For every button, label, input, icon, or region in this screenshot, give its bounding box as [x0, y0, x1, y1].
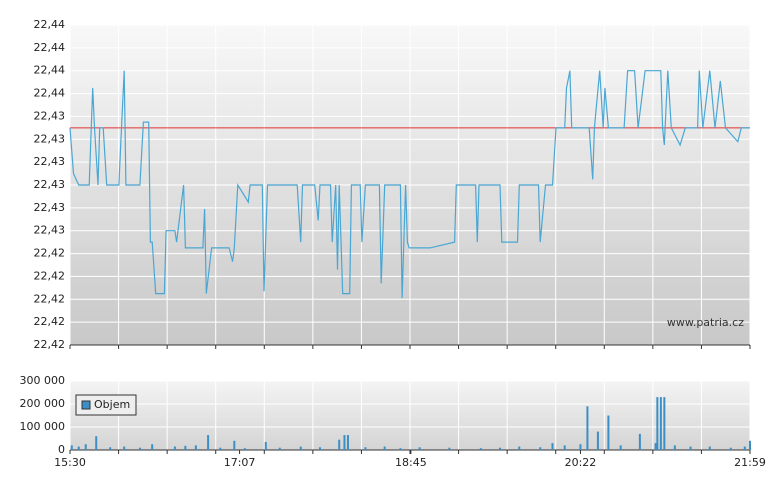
volume-bar [194, 445, 197, 450]
x-tick-label: 21:59 [734, 456, 766, 469]
y-tick-label: 22,44 [34, 18, 66, 31]
y-tick-label: 22,44 [34, 87, 66, 100]
y-tick-label: 22,42 [34, 269, 66, 282]
volume-bar [343, 435, 346, 450]
y-tick-label: 22,43 [34, 201, 66, 214]
y-tick-label: 22,43 [34, 178, 66, 191]
volume-bar [77, 446, 80, 450]
volume-bar [70, 445, 73, 450]
volume-bar [207, 435, 210, 450]
volume-bar [689, 446, 692, 450]
volume-bar [346, 435, 349, 450]
volume-bar [539, 447, 542, 450]
volume-bar [563, 445, 566, 450]
volume-bar [659, 397, 662, 450]
x-tick-label: 20:22 [565, 456, 597, 469]
y-tick-label: 22,43 [34, 155, 66, 168]
volume-bar [278, 447, 281, 450]
volume-bar [663, 397, 666, 450]
volume-bar [749, 440, 751, 450]
volume-bar [338, 439, 341, 450]
volume-bar [518, 446, 521, 450]
volume-bar [656, 397, 659, 450]
volume-bar [383, 446, 386, 450]
volume-bar [219, 447, 222, 450]
legend-swatch [81, 400, 91, 410]
volume-bar [264, 441, 267, 450]
volume-bar [654, 443, 657, 450]
volume-bar [299, 446, 302, 450]
y-tick-label: 200 000 [20, 397, 66, 410]
legend-label: Objem [94, 398, 130, 411]
volume-bar [708, 446, 711, 450]
volume-bar [579, 444, 582, 450]
volume-bar [138, 447, 141, 450]
x-tick-label: 17:07 [224, 456, 256, 469]
volume-bar [173, 446, 176, 450]
volume-bar [243, 448, 246, 450]
volume-bar [318, 447, 321, 450]
volume-bar [84, 444, 87, 450]
y-tick-label: 22,43 [34, 224, 66, 237]
volume-bar [607, 415, 610, 450]
y-tick-label: 22,42 [34, 315, 66, 328]
y-tick-label: 22,43 [34, 132, 66, 145]
y-tick-label: 22,44 [34, 64, 66, 77]
watermark: www.patria.cz [667, 316, 744, 329]
volume-bar [743, 446, 746, 450]
y-tick-label: 22,42 [34, 247, 66, 260]
y-tick-label: 22,44 [34, 41, 66, 54]
volume-bar [586, 406, 589, 450]
y-tick-label: 0 [58, 443, 65, 456]
volume-bar [95, 436, 98, 450]
volume-bar [596, 431, 599, 450]
y-tick-label: 22,42 [34, 338, 66, 351]
volume-bar [109, 447, 112, 450]
price-line [69, 70, 750, 299]
volume-bar [619, 445, 622, 450]
x-tick-label: 18:45 [395, 456, 427, 469]
legend-box [75, 394, 137, 416]
volume-bar [151, 444, 154, 450]
y-tick-label: 300 000 [20, 374, 66, 387]
y-tick-label: 22,42 [34, 292, 66, 305]
volume-bar [673, 445, 676, 450]
volume-bar [233, 440, 236, 450]
volume-bar [479, 448, 482, 450]
volume-bar [448, 447, 451, 450]
volume-bar [499, 447, 502, 450]
volume-bar [364, 447, 367, 450]
y-tick-label: 100 000 [20, 420, 66, 433]
volume-bar [729, 447, 732, 450]
volume-bar [551, 443, 554, 450]
volume-bar [184, 445, 187, 450]
x-tick-label: 15:30 [54, 456, 86, 469]
volume-bar [123, 446, 126, 450]
volume-bar [418, 447, 421, 450]
y-tick-label: 22,43 [34, 109, 66, 122]
volume-bar [399, 448, 402, 450]
volume-bar [638, 433, 641, 450]
